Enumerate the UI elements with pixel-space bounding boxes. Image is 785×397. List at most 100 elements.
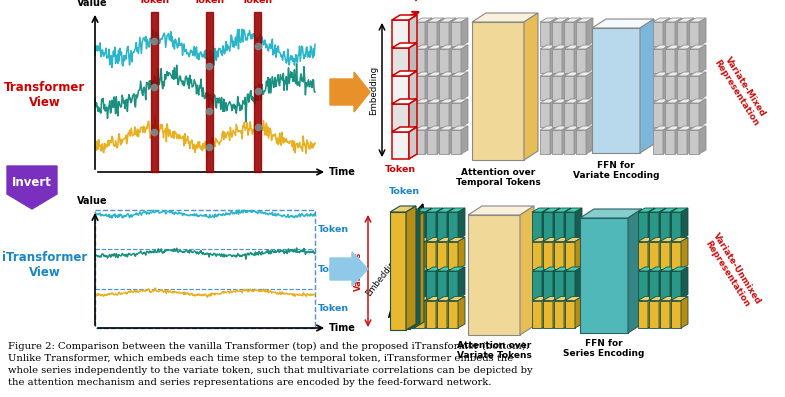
Polygon shape [7, 166, 57, 209]
Polygon shape [543, 301, 553, 328]
Polygon shape [663, 72, 670, 100]
Polygon shape [552, 99, 569, 103]
Polygon shape [448, 208, 465, 212]
Polygon shape [562, 126, 569, 154]
Polygon shape [576, 45, 593, 49]
Polygon shape [543, 297, 560, 301]
Polygon shape [415, 18, 432, 22]
Polygon shape [437, 297, 454, 301]
Polygon shape [648, 208, 655, 239]
Polygon shape [663, 45, 670, 73]
Polygon shape [415, 130, 425, 154]
Polygon shape [398, 218, 414, 328]
Polygon shape [451, 130, 461, 154]
Text: Figure 2: Comparison between the vanilla Transformer (top) and the proposed iTra: Figure 2: Comparison between the vanilla… [8, 342, 533, 387]
Polygon shape [653, 130, 663, 154]
Polygon shape [660, 271, 670, 299]
Polygon shape [665, 72, 682, 76]
Polygon shape [394, 215, 410, 329]
Polygon shape [415, 76, 425, 100]
Polygon shape [552, 130, 562, 154]
Polygon shape [447, 297, 454, 328]
Polygon shape [390, 206, 416, 212]
Polygon shape [665, 49, 675, 73]
Polygon shape [670, 237, 677, 269]
Polygon shape [592, 19, 654, 28]
Polygon shape [437, 267, 454, 271]
Polygon shape [451, 76, 461, 100]
Polygon shape [427, 45, 444, 49]
Polygon shape [425, 18, 432, 46]
Polygon shape [689, 72, 706, 76]
Polygon shape [671, 297, 688, 301]
Polygon shape [392, 104, 409, 131]
Polygon shape [681, 237, 688, 269]
Polygon shape [392, 48, 409, 75]
Polygon shape [565, 271, 575, 299]
Polygon shape [402, 215, 428, 221]
Polygon shape [415, 72, 432, 76]
Polygon shape [392, 20, 409, 47]
Polygon shape [532, 208, 549, 212]
Text: Embedding: Embedding [370, 66, 378, 115]
Polygon shape [402, 221, 418, 327]
Polygon shape [677, 18, 694, 22]
Polygon shape [426, 208, 443, 212]
Polygon shape [330, 252, 368, 286]
Polygon shape [562, 45, 569, 73]
Polygon shape [415, 267, 432, 271]
Polygon shape [677, 103, 687, 127]
Polygon shape [663, 99, 670, 127]
Polygon shape [542, 237, 549, 269]
Text: Token: Token [318, 225, 349, 234]
Polygon shape [449, 45, 456, 73]
Text: Token: Token [389, 187, 419, 196]
Polygon shape [565, 301, 575, 328]
Polygon shape [451, 18, 468, 22]
Polygon shape [451, 126, 468, 130]
Polygon shape [542, 208, 549, 239]
Polygon shape [409, 15, 417, 47]
Polygon shape [663, 126, 670, 154]
Polygon shape [392, 99, 417, 104]
Polygon shape [638, 271, 648, 299]
Polygon shape [427, 22, 437, 46]
Polygon shape [665, 18, 682, 22]
Polygon shape [415, 126, 432, 130]
Polygon shape [670, 297, 677, 328]
Polygon shape [468, 206, 534, 215]
Polygon shape [689, 76, 699, 100]
Polygon shape [439, 49, 449, 73]
Polygon shape [392, 127, 417, 132]
Polygon shape [653, 72, 670, 76]
Polygon shape [427, 72, 444, 76]
Polygon shape [540, 76, 550, 100]
Text: Embedding: Embedding [363, 254, 400, 298]
Polygon shape [451, 99, 468, 103]
Polygon shape [426, 297, 443, 301]
Polygon shape [427, 99, 444, 103]
Polygon shape [520, 206, 534, 335]
Polygon shape [415, 208, 432, 212]
Polygon shape [562, 72, 569, 100]
Polygon shape [638, 237, 655, 241]
Text: Time Steps: Time Steps [411, 0, 470, 4]
Polygon shape [439, 22, 449, 46]
Polygon shape [653, 76, 663, 100]
Polygon shape [699, 99, 706, 127]
Polygon shape [564, 45, 581, 49]
Polygon shape [540, 72, 557, 76]
Polygon shape [406, 206, 416, 330]
Polygon shape [675, 99, 682, 127]
Polygon shape [660, 301, 670, 328]
Polygon shape [665, 126, 682, 130]
Polygon shape [670, 267, 677, 299]
Polygon shape [418, 215, 428, 327]
Polygon shape [659, 237, 666, 269]
Polygon shape [586, 99, 593, 127]
Text: Value: Value [77, 0, 108, 8]
Polygon shape [575, 208, 582, 239]
Polygon shape [415, 271, 425, 299]
Polygon shape [426, 237, 443, 241]
Polygon shape [550, 72, 557, 100]
